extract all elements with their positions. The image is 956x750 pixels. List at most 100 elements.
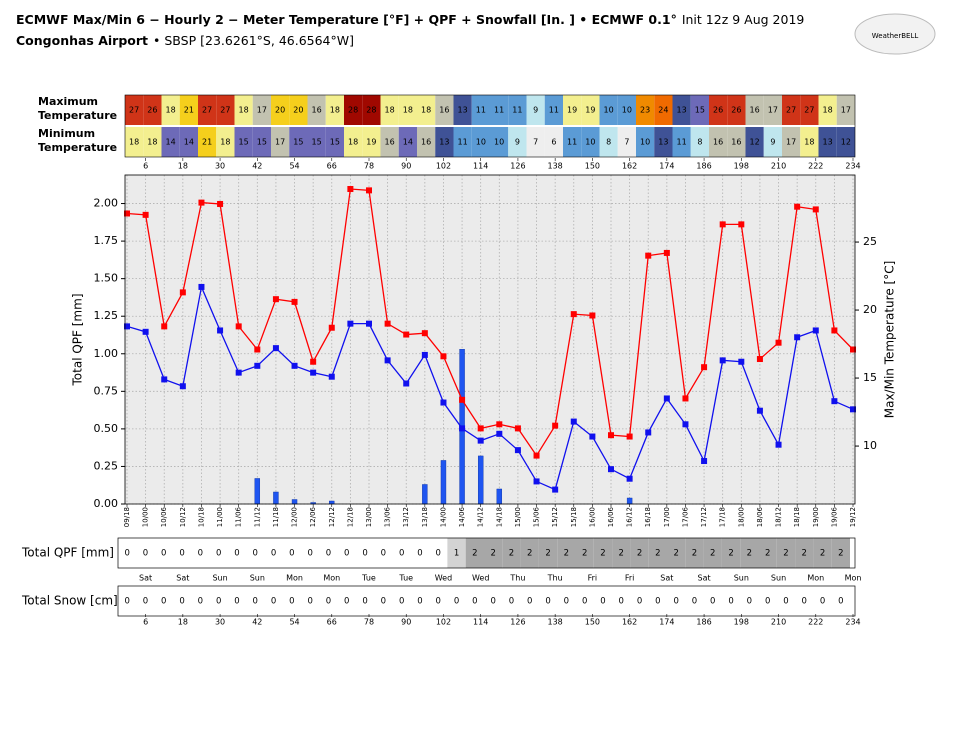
hour-label: 6	[143, 162, 148, 171]
total-value: 0	[564, 597, 569, 607]
hour-label: 210	[771, 618, 786, 627]
temperature-marker	[161, 323, 168, 330]
temp-cell	[307, 127, 326, 157]
x-tick-label: 14/00	[439, 507, 447, 527]
temp-value: 15	[312, 138, 322, 147]
total-cell	[648, 538, 667, 568]
temperature-marker	[645, 252, 652, 259]
temp-value: 17	[257, 106, 267, 115]
x-tick-label: 10/18	[197, 507, 205, 527]
temp-cell	[198, 95, 217, 125]
y-tick-label: 0.25	[94, 459, 119, 472]
total-cell	[612, 538, 631, 568]
total-cell	[282, 538, 301, 568]
temp-cell	[526, 127, 545, 157]
temp-cell	[471, 127, 490, 157]
temp-value: 10	[476, 138, 486, 147]
temp-cell	[216, 127, 235, 157]
x-tick-label: 11/18	[272, 507, 280, 527]
temp-value: 14	[166, 138, 176, 147]
total-value: 0	[179, 597, 184, 607]
total-cell	[575, 538, 594, 568]
x-tick-label: 10/12	[179, 507, 187, 527]
temp-cell	[234, 95, 253, 125]
total-cell	[776, 538, 796, 568]
temp-cell	[417, 95, 436, 125]
temp-cell	[690, 127, 709, 157]
temp-cell	[508, 95, 527, 125]
temperature-marker	[235, 369, 242, 376]
hour-label: 174	[659, 618, 674, 627]
total-value: 0	[216, 549, 221, 559]
total-cell	[667, 586, 686, 616]
day-label: Sun	[250, 574, 265, 583]
temperature-marker	[626, 433, 633, 440]
temp-value: 18	[421, 106, 431, 115]
qpf-bar	[329, 500, 335, 505]
hour-label: 42	[252, 618, 262, 627]
temperature-marker	[347, 320, 354, 327]
temp-cell	[307, 95, 326, 125]
temperature-marker	[626, 475, 633, 482]
row-label: Total QPF [mm]	[21, 546, 114, 560]
temp-value: 26	[731, 106, 741, 115]
temperature-marker	[570, 418, 577, 425]
temperature-marker	[291, 362, 298, 369]
total-value: 0	[271, 549, 276, 559]
temperature-marker	[533, 452, 540, 459]
y-tick-label: 0.75	[94, 384, 119, 397]
temp-value: 13	[677, 106, 687, 115]
temp-value: 10	[604, 106, 614, 115]
total-value: 1	[454, 549, 459, 559]
plot-area	[125, 175, 855, 504]
temperature-marker	[570, 311, 577, 318]
total-cell	[374, 538, 393, 568]
x-tick-label: 14/18	[495, 507, 503, 527]
temp-cell	[344, 127, 363, 157]
total-value: 2	[765, 549, 770, 559]
temperature-marker	[440, 353, 447, 360]
temp-cell	[800, 127, 819, 157]
hour-label: 6	[143, 618, 148, 627]
temp-cell	[581, 95, 600, 125]
temp-value: 21	[184, 106, 194, 115]
temp-value: 14	[403, 138, 413, 147]
temperature-marker	[291, 298, 298, 305]
total-cell	[795, 538, 814, 568]
temperature-marker	[310, 358, 317, 365]
temp-cell	[599, 127, 618, 157]
temperature-marker	[459, 425, 466, 432]
day-label: Sat	[176, 574, 189, 583]
temperature-marker	[831, 398, 838, 405]
hour-label: 222	[808, 162, 823, 171]
hour-label: 162	[622, 162, 637, 171]
temp-cell	[252, 95, 271, 125]
y-tick-label: 0.50	[94, 422, 119, 435]
x-tick-label: 15/12	[551, 507, 559, 527]
temp-cell	[143, 95, 162, 125]
temp-value: 27	[202, 106, 212, 115]
x-tick-label: 10/06	[160, 506, 168, 527]
temperature-marker	[384, 320, 391, 327]
temperature-marker	[254, 346, 261, 353]
day-label: Sun	[771, 574, 786, 583]
total-value: 0	[783, 597, 788, 607]
logo-badge	[854, 13, 936, 55]
total-cell	[721, 586, 741, 616]
temp-value: 28	[348, 106, 358, 115]
temp-value: 16	[421, 138, 431, 147]
temperature-marker	[179, 383, 186, 390]
x-tick-label: 19/12	[849, 507, 857, 527]
temp-value: 17	[275, 138, 285, 147]
x-tick-label: 17/00	[663, 507, 671, 527]
temp-cell	[271, 95, 290, 125]
temp-cell	[654, 95, 673, 125]
hour-label: 210	[771, 162, 786, 171]
temp-value: 28	[366, 106, 376, 115]
total-cell	[758, 586, 777, 616]
temp-value: 17	[768, 106, 778, 115]
total-cell	[795, 586, 814, 616]
temp-value: 8	[606, 138, 611, 147]
temp-cell	[453, 127, 472, 157]
